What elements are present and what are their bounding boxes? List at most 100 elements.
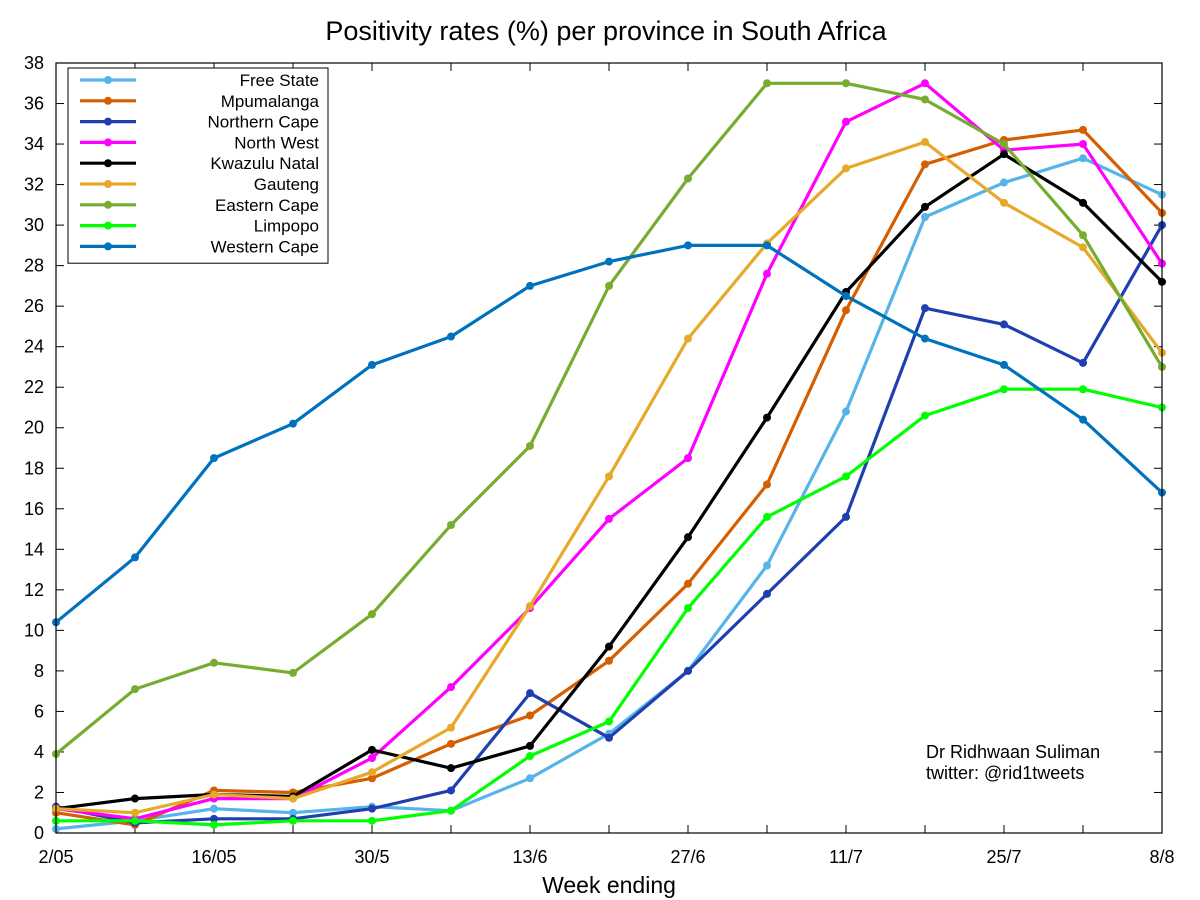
data-point [684, 666, 692, 675]
data-point [1079, 140, 1087, 149]
data-point [763, 79, 771, 88]
data-point [842, 164, 850, 173]
data-point [763, 480, 771, 489]
data-point [447, 806, 455, 815]
data-point [447, 521, 455, 529]
data-point [842, 306, 850, 315]
data-point [368, 754, 376, 763]
data-point [921, 95, 929, 104]
legend-marker [104, 96, 112, 105]
data-point [684, 241, 692, 250]
y-tick-label: 28 [24, 256, 44, 276]
x-tick-label: 2/05 [38, 847, 73, 867]
data-point [131, 685, 139, 694]
data-point [763, 561, 771, 570]
data-point [605, 514, 613, 523]
data-point [1000, 150, 1008, 159]
data-point [1079, 231, 1087, 240]
data-point [921, 304, 929, 313]
legend-item: Limpopo [80, 217, 319, 236]
y-tick-label: 26 [24, 296, 44, 316]
data-point [842, 79, 850, 88]
series-eastern-cape [52, 79, 1166, 758]
legend-item: Northern Cape [80, 113, 319, 132]
data-point [210, 820, 218, 829]
data-point [131, 553, 139, 562]
y-tick-label: 38 [24, 53, 44, 73]
legend-item: Western Cape [80, 237, 319, 256]
data-point [131, 794, 139, 803]
data-point [1079, 154, 1087, 163]
legend-label: Northern Cape [207, 113, 319, 132]
legend-label: Free State [240, 71, 319, 90]
legend-item: North West [80, 133, 319, 152]
data-point [289, 794, 297, 803]
data-point [1000, 198, 1008, 207]
data-point [447, 332, 455, 341]
x-axis-label: Week ending [542, 872, 676, 898]
data-point [289, 816, 297, 825]
legend-marker [104, 76, 112, 84]
data-point [1000, 360, 1008, 369]
y-tick-label: 12 [24, 580, 44, 600]
data-point [684, 334, 692, 343]
data-point [1000, 320, 1008, 329]
data-point [526, 281, 534, 290]
y-tick-label: 4 [34, 742, 44, 762]
data-point [368, 816, 376, 825]
legend-label: Western Cape [211, 237, 319, 256]
data-point [842, 472, 850, 481]
data-point [763, 589, 771, 598]
y-tick-label: 30 [24, 215, 44, 235]
data-point [210, 804, 218, 813]
data-point [842, 117, 850, 126]
data-point [289, 419, 297, 428]
legend-item: Mpumalanga [80, 92, 320, 111]
data-point [131, 816, 139, 825]
data-point [1079, 243, 1087, 252]
y-tick-label: 2 [34, 782, 44, 802]
x-tick-label: 30/5 [354, 847, 389, 867]
x-tick-label: 25/7 [986, 847, 1021, 867]
legend-item: Eastern Cape [80, 196, 319, 215]
y-tick-label: 0 [34, 823, 44, 843]
data-point [526, 752, 534, 760]
data-point [526, 689, 534, 698]
data-point [1079, 125, 1087, 134]
data-point [605, 733, 613, 742]
data-point [526, 602, 534, 611]
chart-title: Positivity rates (%) per province in Sou… [325, 16, 887, 46]
data-point [763, 269, 771, 278]
legend-item: Kwazulu Natal [80, 154, 319, 173]
data-point [210, 454, 218, 463]
legend-marker [104, 180, 112, 188]
y-tick-label: 16 [24, 499, 44, 519]
series-gauteng [52, 138, 1166, 817]
y-tick-label: 18 [24, 458, 44, 478]
data-point [842, 292, 850, 301]
data-point [1079, 198, 1087, 207]
data-point [447, 723, 455, 732]
legend-item: Gauteng [80, 175, 319, 194]
y-tick-label: 10 [24, 620, 44, 640]
data-point [368, 804, 376, 813]
data-point [763, 413, 771, 422]
data-point [1000, 140, 1008, 149]
data-point [447, 739, 455, 748]
data-point [1000, 385, 1008, 394]
y-tick-label: 22 [24, 377, 44, 397]
data-point [368, 745, 376, 754]
data-point [684, 174, 692, 183]
x-tick-label: 27/6 [670, 847, 705, 867]
data-point [289, 668, 297, 677]
data-point [684, 533, 692, 542]
data-point [921, 334, 929, 343]
data-point [1079, 358, 1087, 367]
credit-author: Dr Ridhwaan Suliman [926, 742, 1100, 762]
data-point [921, 411, 929, 420]
data-point [526, 711, 534, 720]
data-point [526, 774, 534, 783]
